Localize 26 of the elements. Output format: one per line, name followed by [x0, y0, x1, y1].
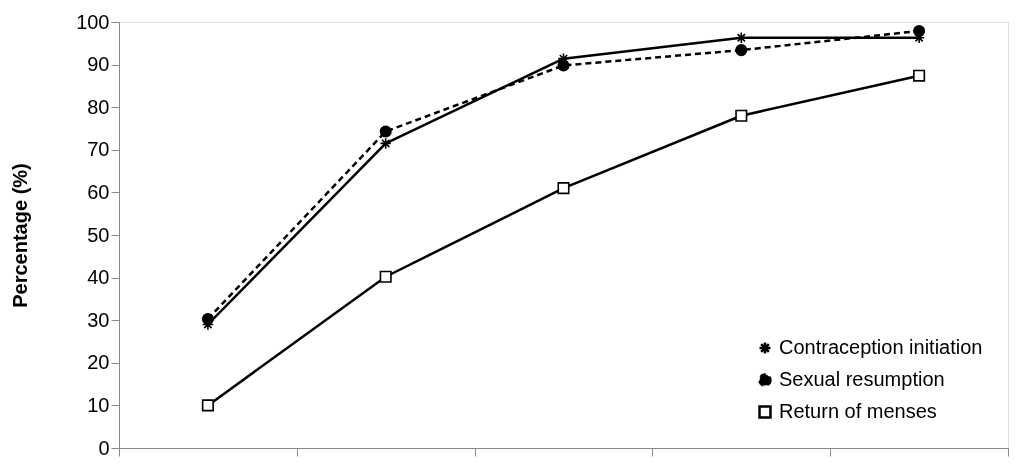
y-tick-label: 10	[87, 393, 110, 416]
y-tick-label: 20	[87, 351, 110, 374]
y-tick-label: 30	[87, 308, 110, 331]
point	[379, 125, 392, 138]
y-tick-label: 40	[87, 266, 110, 289]
point	[735, 109, 748, 122]
y-tick-label: 70	[87, 138, 110, 161]
point	[735, 44, 748, 57]
legend-label: Return of menses	[779, 400, 937, 422]
point	[913, 69, 926, 82]
y-tick-label: 90	[87, 53, 110, 76]
point	[557, 59, 570, 72]
point	[201, 312, 214, 325]
point	[379, 137, 392, 150]
y-tick-label: 50	[87, 223, 110, 246]
y-tick-label: 60	[87, 180, 110, 203]
point	[379, 270, 392, 283]
y-axis-title: Percentage (%)	[9, 163, 32, 308]
point	[201, 399, 214, 412]
point	[913, 24, 926, 37]
legend-label: Contraception initiation	[779, 336, 983, 358]
y-tick-label: 100	[76, 10, 110, 33]
point	[557, 182, 570, 195]
y-tick-label: 80	[87, 95, 110, 118]
legend-label: Sexual resumption	[779, 368, 945, 390]
y-tick-label: 0	[98, 436, 110, 459]
